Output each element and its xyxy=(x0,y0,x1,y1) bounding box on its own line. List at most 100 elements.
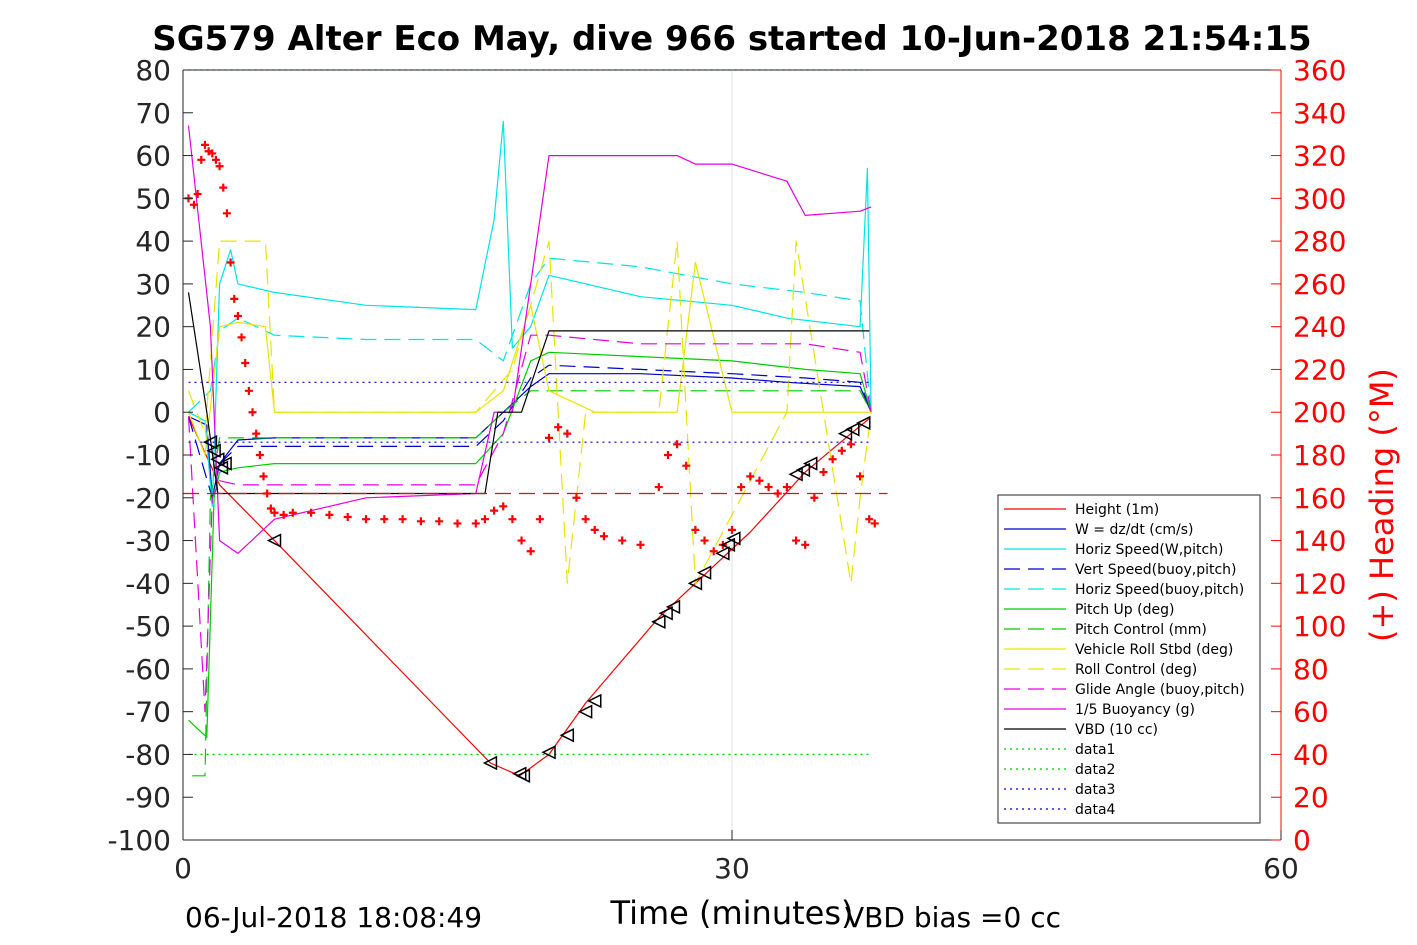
heading-point xyxy=(471,519,480,528)
heading-point xyxy=(673,440,682,449)
y2-tick-label: 40 xyxy=(1293,738,1329,771)
heading-point xyxy=(764,483,773,492)
heading-point xyxy=(241,359,250,368)
heading-point xyxy=(453,519,462,528)
heading-point xyxy=(288,508,297,517)
heading-point xyxy=(259,472,268,481)
triangle-marker xyxy=(845,422,860,437)
y2-tick-label: 240 xyxy=(1293,311,1346,344)
heading-point xyxy=(255,451,264,459)
legend-label: Pitch Up (deg) xyxy=(1075,602,1174,618)
heading-point xyxy=(499,502,508,511)
heading-point xyxy=(865,515,874,524)
heading-point xyxy=(545,433,553,442)
heading-point xyxy=(773,489,782,498)
x-tick-label: 0 xyxy=(174,852,192,885)
heading-point xyxy=(189,200,198,209)
heading-point xyxy=(233,311,242,320)
y-tick-label: 70 xyxy=(135,97,171,130)
heading-point xyxy=(810,493,819,502)
heading-point xyxy=(828,455,837,464)
triangle-marker xyxy=(206,443,221,458)
heading-point xyxy=(279,510,288,519)
axes: 80706050403020100-10-20-30-40-50-60-70-8… xyxy=(107,54,1346,885)
heading-point xyxy=(248,408,257,417)
heading-point xyxy=(230,294,239,303)
triangle-marker xyxy=(210,452,225,467)
heading-point xyxy=(526,547,535,556)
heading-point xyxy=(398,515,407,524)
series-line-vert-speed-buoy-pitch xyxy=(187,364,872,499)
heading-point xyxy=(490,506,499,515)
heading-point xyxy=(846,440,855,449)
triangle-marker xyxy=(788,467,803,482)
series-line-horiz-speed-w-pitch xyxy=(188,120,872,507)
plot-area xyxy=(183,69,888,784)
y2-tick-label: 60 xyxy=(1293,696,1329,729)
y-tick-label: -60 xyxy=(125,653,171,686)
series-line-roll-control-deg xyxy=(187,240,872,584)
heading-point xyxy=(508,515,517,524)
triangle-marker xyxy=(803,456,818,471)
heading-point xyxy=(663,451,672,459)
heading-point xyxy=(636,540,645,549)
heading-point xyxy=(193,190,202,199)
triangle-marker xyxy=(217,456,232,471)
series-line-vehicle-roll-stbd-deg xyxy=(187,261,872,456)
y-tick-label: 30 xyxy=(135,268,171,301)
series-line-pitch-control-mm xyxy=(192,390,872,777)
heading-point xyxy=(755,476,764,485)
triangle-marker xyxy=(515,768,531,784)
y2-tick-label: 180 xyxy=(1293,439,1346,472)
heading-point xyxy=(782,483,791,492)
y-tick-label: -40 xyxy=(125,567,171,600)
y2-tick-label: 320 xyxy=(1293,140,1346,173)
heading-point xyxy=(819,468,828,477)
triangle-marker xyxy=(720,537,736,553)
footer-timestamp: 06-Jul-2018 18:08:49 xyxy=(185,901,482,934)
heading-point xyxy=(590,525,599,534)
triangle-marker xyxy=(837,426,853,441)
heading-point xyxy=(252,429,261,438)
heading-point xyxy=(856,472,865,481)
triangle-marker xyxy=(715,546,730,561)
heading-point xyxy=(237,333,246,342)
y-tick-label: 0 xyxy=(153,396,171,429)
y2-tick-label: 300 xyxy=(1293,182,1346,215)
heading-point xyxy=(197,155,206,164)
y-tick-label: 50 xyxy=(135,182,171,215)
y2-tick-label: 220 xyxy=(1293,353,1346,386)
x-axis-label: Time (minutes) xyxy=(610,894,854,932)
triangle-marker xyxy=(687,576,703,591)
series-line-vbd-10-cc xyxy=(187,292,870,495)
y2-tick-label: 200 xyxy=(1293,396,1346,429)
legend-label: Roll Control (deg) xyxy=(1075,662,1197,678)
heading-point xyxy=(200,140,209,149)
y-tick-label: -30 xyxy=(125,525,171,558)
y-tick-label: 10 xyxy=(135,353,171,386)
heading-point xyxy=(581,515,590,524)
heading-point xyxy=(480,515,489,524)
y2-axis-label: (+) Heading (°M) xyxy=(1363,368,1401,642)
heading-point xyxy=(870,519,879,528)
legend-label: W = dz/dt (cm/s) xyxy=(1075,522,1194,538)
heading-point xyxy=(728,525,736,534)
heading-point xyxy=(362,515,370,524)
heading-point xyxy=(416,517,425,526)
series-line-glide-angle-buoy-pitch xyxy=(187,334,872,713)
heading-point xyxy=(618,536,627,545)
triangle-marker xyxy=(577,704,593,719)
y2-tick-label: 100 xyxy=(1293,610,1346,643)
heading-point xyxy=(837,446,846,455)
x-tick-label: 60 xyxy=(1263,852,1299,885)
y2-tick-label: 140 xyxy=(1293,525,1346,558)
y2-tick-label: 80 xyxy=(1293,653,1329,686)
chart-title: SG579 Alter Eco May, dive 966 started 10… xyxy=(152,19,1311,59)
triangle-marker xyxy=(726,531,741,546)
y2-tick-label: 340 xyxy=(1293,97,1346,130)
heading-point xyxy=(792,536,801,545)
y-tick-label: 40 xyxy=(135,225,171,258)
triangle-marker xyxy=(651,614,666,630)
y-tick-label: -100 xyxy=(107,824,171,857)
